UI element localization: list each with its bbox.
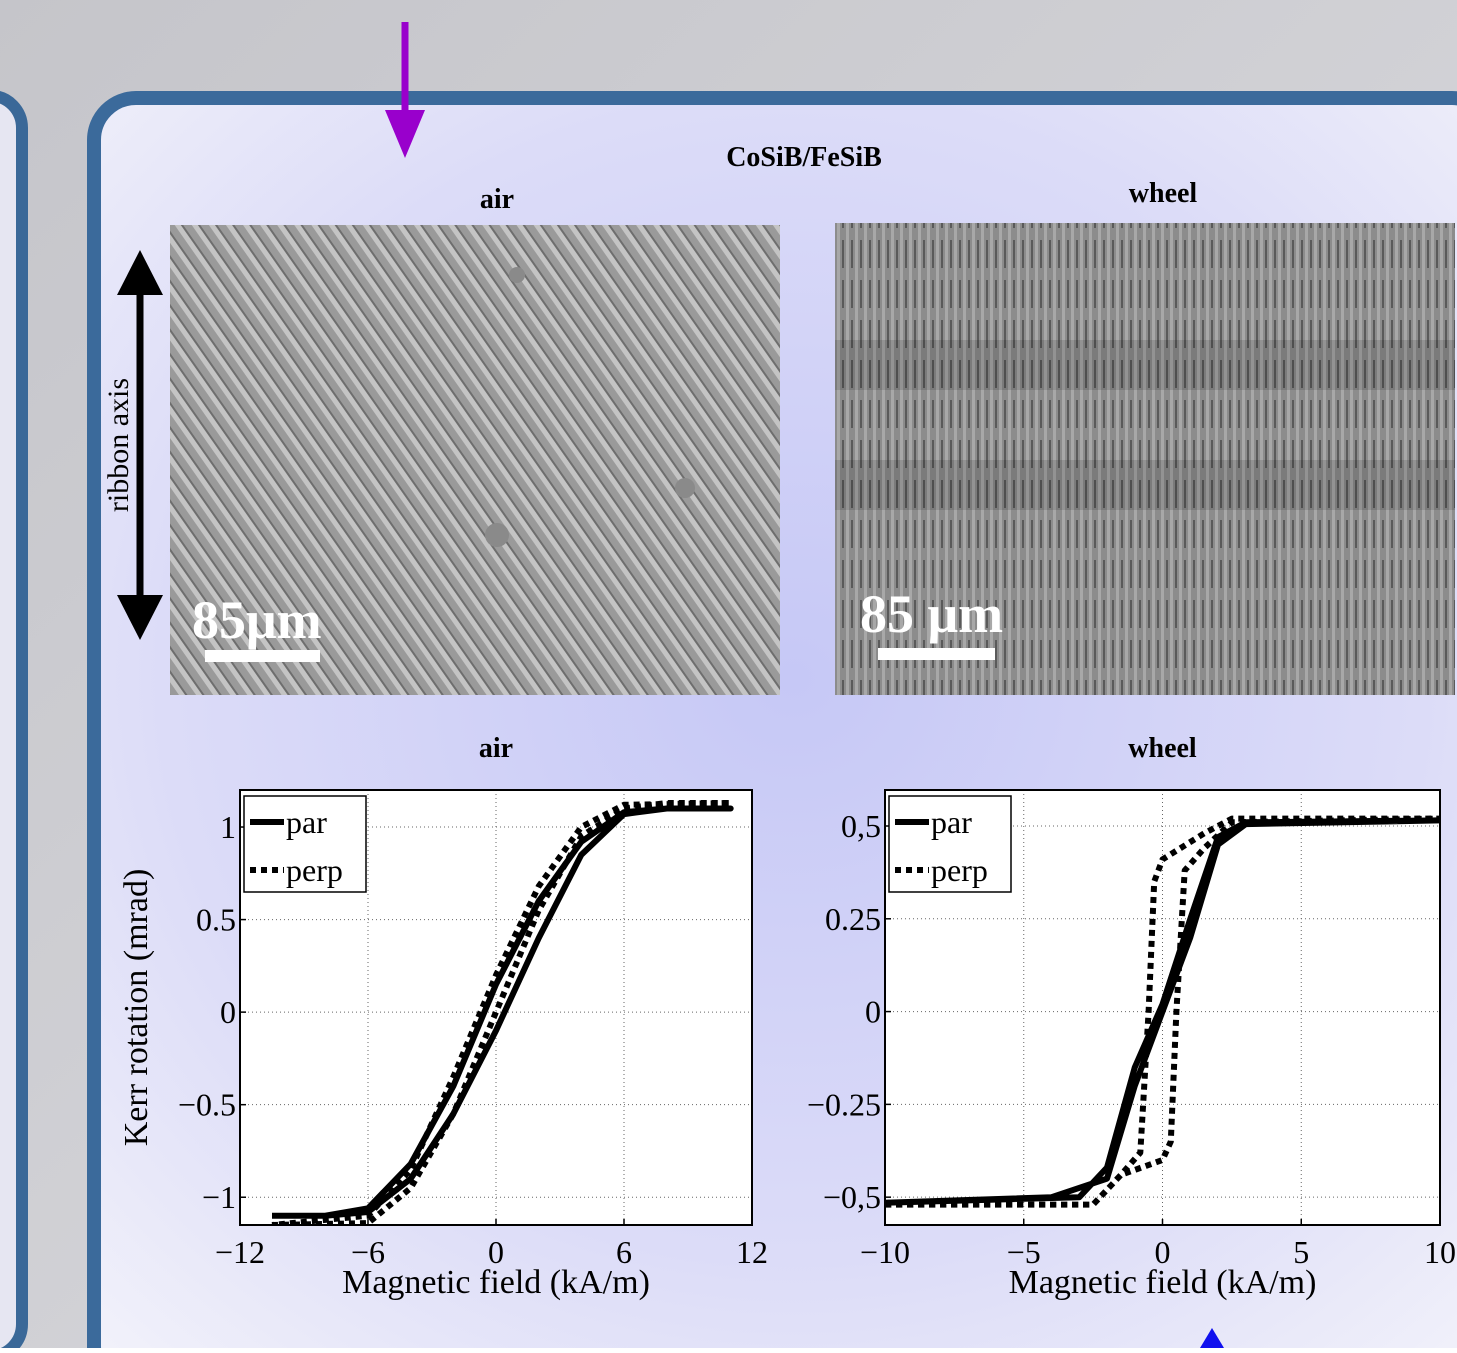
y-tick-label: 0: [220, 994, 236, 1030]
x-axis-label: Magnetic field (kA/m): [1009, 1264, 1317, 1301]
image-title: air: [480, 184, 514, 215]
panel-title: CoSiB/FeSiB: [726, 142, 882, 173]
scale-bar: [205, 650, 320, 662]
y-axis-label: Kerr rotation (mrad): [118, 869, 155, 1147]
poster: CoSiB/FeSiB air wheel 85μm 85 μm ribbon …: [0, 0, 1457, 1348]
image-detail: [835, 340, 1455, 390]
image-detail: [835, 460, 1455, 510]
y-tick-label: 0.5: [196, 902, 236, 938]
image-detail: [485, 523, 509, 547]
y-tick-label: −0,5: [823, 1179, 881, 1215]
x-tick-label: −12: [215, 1234, 265, 1270]
x-tick-label: −10: [860, 1234, 910, 1270]
chart-title: air: [479, 733, 513, 764]
y-tick-label: −1: [202, 1179, 236, 1215]
legend-label: par: [286, 804, 327, 840]
scale-bar: [878, 648, 995, 660]
chart-title: wheel: [1128, 733, 1197, 764]
legend-label: par: [931, 804, 972, 840]
image-detail: [675, 478, 695, 498]
page: CoSiB/FeSiB air wheel 85μm 85 μm ribbon …: [0, 0, 1457, 1348]
y-tick-label: 0: [865, 994, 881, 1030]
legend-label: perp: [286, 852, 343, 888]
legend-label: perp: [931, 852, 988, 888]
scale-bar-label: 85μm: [192, 590, 322, 650]
axis-direction-label: ribbon axis: [102, 378, 135, 512]
y-tick-label: 0,5: [841, 808, 881, 844]
y-tick-label: 1: [220, 809, 236, 845]
scale-bar-label: 85 μm: [860, 584, 1003, 644]
y-tick-label: −0.5: [178, 1087, 236, 1123]
x-tick-label: 12: [736, 1234, 768, 1270]
x-tick-label: 10: [1424, 1234, 1456, 1270]
y-tick-label: −0.25: [807, 1086, 881, 1122]
image-title: wheel: [1129, 178, 1198, 209]
side-panel: [0, 96, 22, 1348]
x-axis-label: Magnetic field (kA/m): [342, 1264, 650, 1301]
y-tick-label: 0.25: [825, 901, 881, 937]
image-detail: [509, 267, 525, 283]
